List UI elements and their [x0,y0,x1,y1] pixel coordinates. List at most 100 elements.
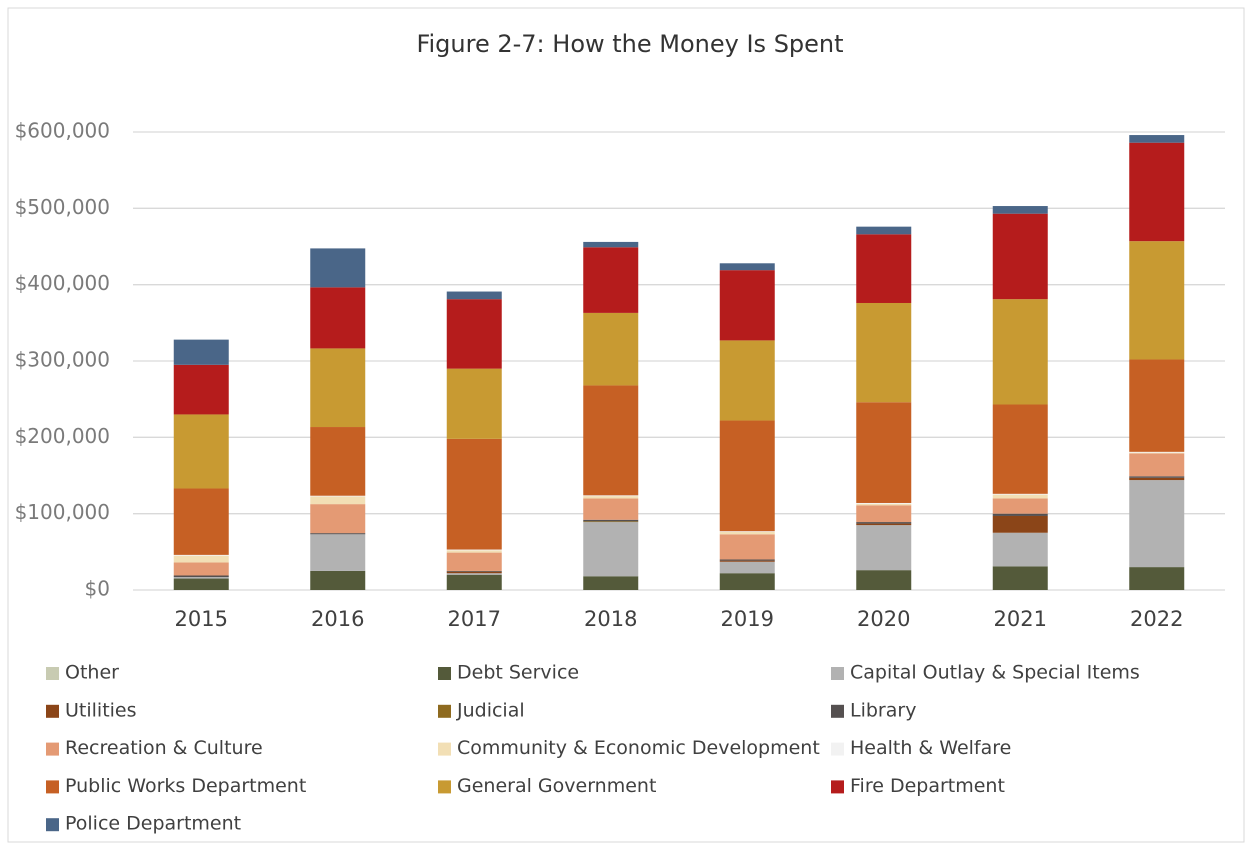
bar-segment [310,348,366,428]
legend-label: Health & Welfare [850,737,1011,759]
bar-segment [446,570,502,572]
x-tick-label: 2015 [175,607,228,631]
bar-segment [1129,480,1185,568]
bar-segment [1129,359,1185,452]
chart-title: Figure 2-7: How the Money Is Spent [416,30,843,58]
bar-segment [583,247,639,313]
bar-segment [173,414,229,489]
y-tick-label: $400,000 [15,271,110,295]
bar-segment [173,555,229,563]
bar-segment [992,513,1048,516]
x-tick-label: 2016 [311,607,364,631]
bar-segment [583,519,639,522]
bar-segment [173,364,229,415]
bar-segment [856,570,912,590]
bar-segment [583,312,639,386]
bar-segment [992,532,1048,567]
bar-segment [719,263,775,271]
bar-segment [1129,142,1185,242]
legend-label: Other [65,662,119,684]
legend-swatch [438,704,451,718]
bar-segment [719,531,775,535]
bar-segment [992,206,1048,214]
bar-segment [583,498,639,520]
bar-segment [310,533,366,535]
legend-swatch [46,667,59,680]
bar-segment [992,566,1048,590]
bar-segment [719,561,775,574]
legend-swatch [46,742,59,756]
bar-segment [1129,452,1185,454]
legend-label: Police Department [65,813,241,835]
bar-segment [310,287,366,349]
bar-segment [173,577,229,579]
legend-label: Judicial [456,699,525,721]
bar-segment [992,515,1048,533]
bar-segment [856,226,912,235]
legend-label: Fire Department [850,775,1005,797]
legend-label: Library [850,699,916,721]
y-tick-label: $0 [85,577,110,601]
legend-swatch [831,742,844,756]
legend-swatch [438,667,451,680]
bar-segment [719,573,775,590]
bar-segment [446,549,502,551]
legend-swatch [46,704,59,718]
x-tick-label: 2017 [448,607,501,631]
y-tick-label: $500,000 [15,195,110,219]
legend-label: General Government [457,775,656,797]
bar-segment [856,503,912,506]
y-tick-label: $300,000 [15,348,110,372]
bar-segment [856,402,912,503]
bar-segment [583,496,639,499]
bar-segment [446,552,502,571]
bar-segment [446,291,502,300]
legend-label: Recreation & Culture [65,737,263,759]
legend-label: Community & Economic Development [457,737,820,759]
y-tick-label: $100,000 [15,500,110,524]
bar-segment [446,573,502,575]
legend-label: Utilities [65,699,137,721]
bar-segment [856,502,912,504]
bar-segment [1129,453,1185,477]
bar-segment [173,562,229,576]
bar-segment [719,270,775,341]
bar-segment [992,404,1048,494]
bar-segment [173,488,229,555]
bar-segment [446,571,502,574]
bar-segment [446,299,502,369]
bar-segment [173,339,229,365]
bar-segment [310,496,366,505]
bar-segment [583,521,639,523]
bar-segment [992,498,1048,514]
bar-segment [583,576,639,590]
bar-segment [992,299,1048,405]
bar-segment [856,525,912,571]
x-tick-label: 2019 [721,607,774,631]
legend-swatch [46,780,59,794]
bar-segment [856,234,912,303]
bar-segment [173,575,229,578]
y-tick-label: $200,000 [15,424,110,448]
bar-segment [446,550,502,553]
bar-segment [856,505,912,523]
bar-segment [992,213,1048,300]
bar-segment [173,554,229,556]
bar-segment [1129,241,1185,360]
legend-swatch [46,818,59,832]
bar-segment [310,504,366,534]
legend-swatch [438,742,451,756]
legend-label: Public Works Department [65,775,306,797]
bar-segment [856,302,912,403]
bar-segment [446,438,502,550]
bar-segment [856,522,912,524]
bar-segment [992,493,1048,495]
bar-segment [173,578,229,590]
bar-segment [719,420,775,532]
bar-segment [719,534,775,560]
bar-segment [719,340,775,421]
bar-segment [719,531,775,532]
bar-segment [583,385,639,496]
bar-segment [310,248,366,288]
